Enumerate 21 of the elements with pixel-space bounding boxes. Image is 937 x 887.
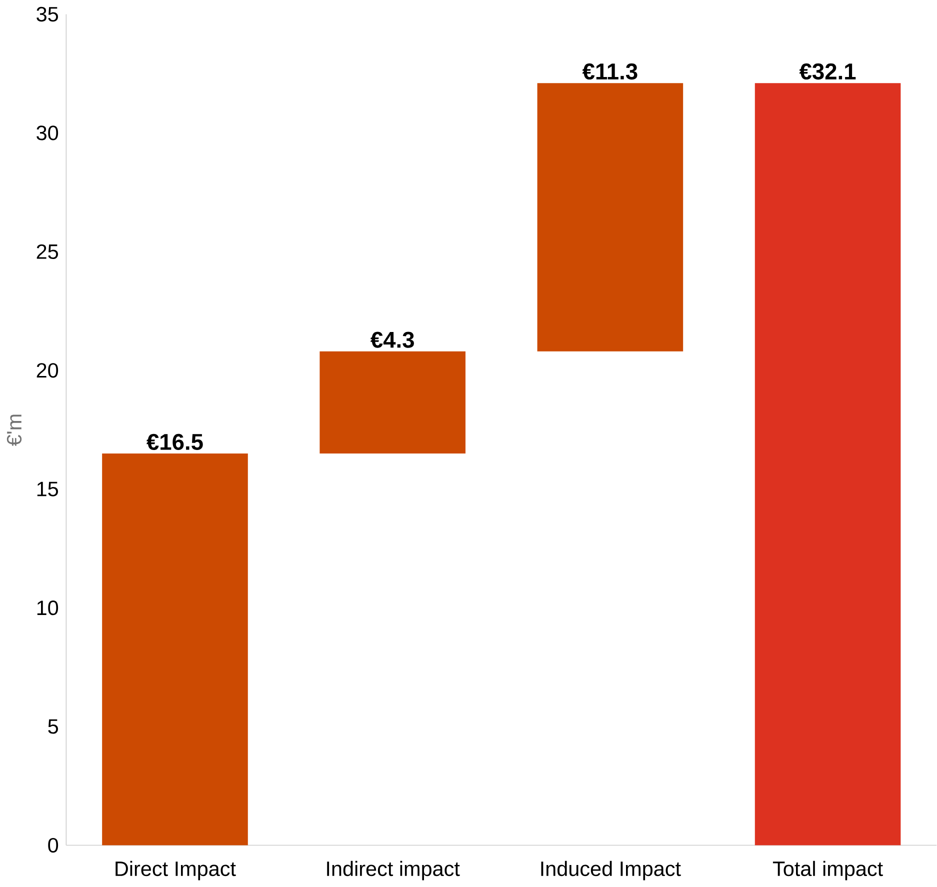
y-tick-label: 10 — [37, 600, 58, 616]
x-tick-label: Indirect impact — [327, 860, 460, 880]
bar — [320, 351, 466, 454]
y-tick-label: 15 — [37, 482, 58, 496]
data-label: €11.3 — [582, 63, 638, 80]
data-label: €16.5 — [146, 434, 203, 450]
y-tick-label: 25 — [36, 244, 58, 259]
y-tick-label: 35 — [36, 6, 58, 22]
bar — [102, 453, 248, 846]
bar — [537, 83, 684, 352]
y-tick-label: 0 — [48, 838, 58, 853]
y-axis-title: €'m — [6, 414, 22, 446]
bar — [754, 83, 901, 846]
x-tick-label: Total impact — [772, 860, 883, 880]
y-tick-label: 30 — [36, 126, 58, 140]
x-tick-label: Direct Impact — [116, 860, 236, 880]
data-label: €32.1 — [799, 63, 856, 80]
data-label: €4.3 — [370, 332, 414, 348]
y-tick-label: 5 — [48, 719, 58, 734]
x-tick-label: Induced Impact — [541, 860, 681, 880]
y-tick-label: 20 — [36, 363, 58, 378]
